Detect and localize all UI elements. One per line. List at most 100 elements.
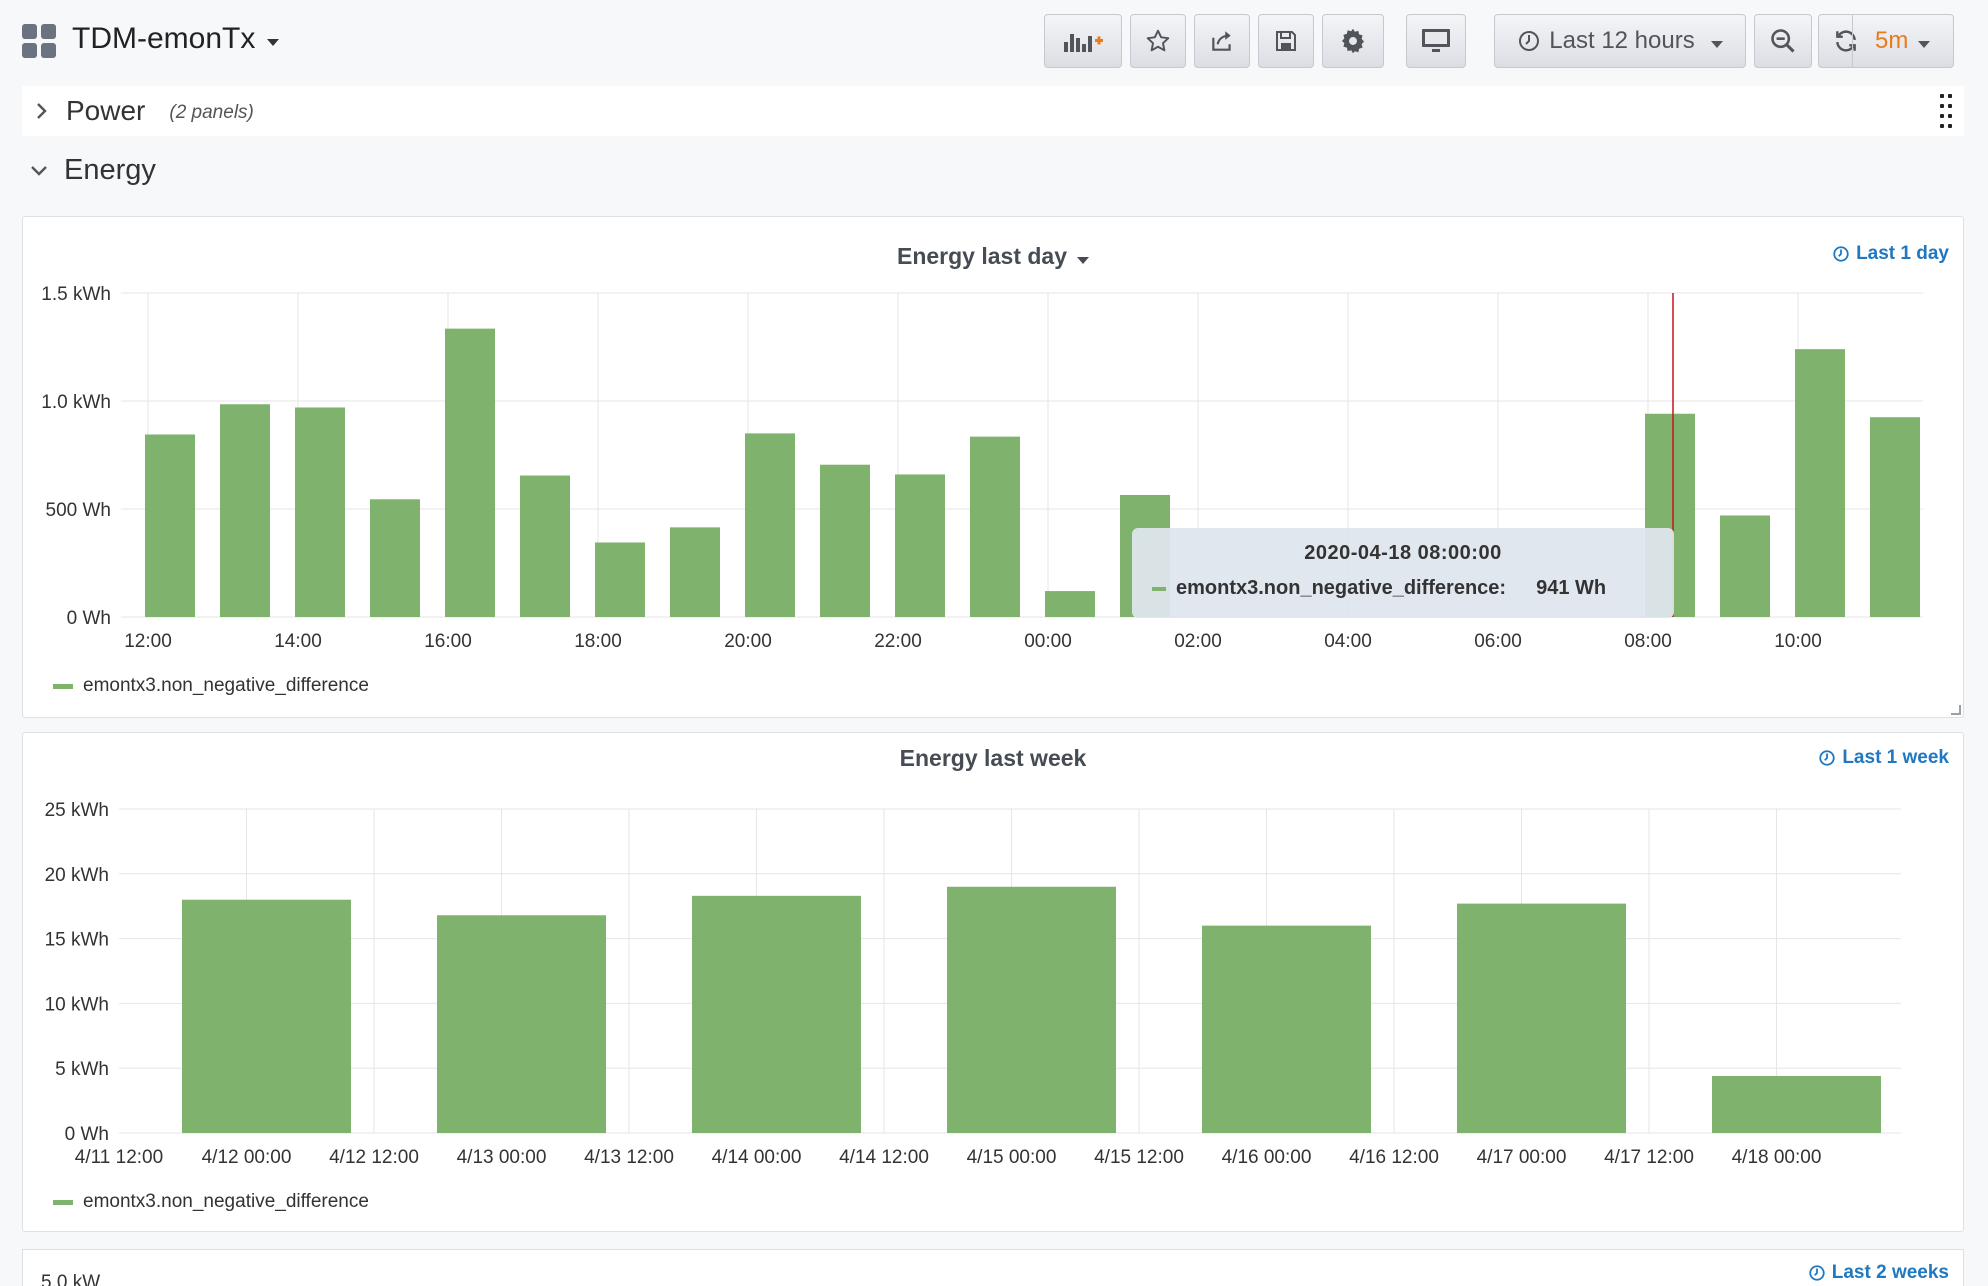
resize-handle[interactable] [1951,705,1961,715]
time-range-picker[interactable]: Last 12 hours [1494,14,1746,68]
chart-bar [520,475,570,617]
y-tick-label: 5.0 kW [41,1272,101,1286]
chart-bar [745,433,795,617]
chart-bar [220,404,270,617]
share-button[interactable] [1194,14,1250,68]
chevron-down-icon [267,38,280,46]
chart-bar [820,464,870,617]
x-tick-label: 08:00 [1624,631,1672,652]
time-range-label: Last 12 hours [1549,27,1695,54]
x-tick-label: 4/11 12:00 [75,1147,163,1168]
y-tick-label: 5 kWh [55,1059,109,1080]
panel-time-info[interactable]: Last 1 week [1818,747,1949,769]
panel-time-info-text: Last 1 day [1856,243,1949,264]
chevron-down-icon [1710,40,1723,48]
settings-button[interactable] [1322,14,1384,68]
legend-label: emontx3.non_negative_difference [83,1191,369,1212]
chevron-right-icon [37,103,47,119]
tooltip-series: emontx3.non_negative_difference: [1176,577,1507,599]
refresh-button[interactable]: 5m [1818,14,1954,68]
y-tick-label: 15 kWh [45,930,109,951]
chart-bar [145,434,195,617]
panel-time-info[interactable]: Last 2 weeks [1808,1262,1949,1284]
chart-bar [1457,903,1626,1133]
chart-bar [445,328,495,617]
chart-energy-last-week[interactable]: 0 Wh 5 kWh 10 kWh 15 kWh 20 kWh 25 kWh 4/11 12… [23,733,1965,1193]
share-icon [1212,31,1231,51]
y-tick-label: 0 Wh [65,1124,109,1145]
legend-swatch [53,683,73,689]
dashboard-title-text: TDM-emonTx [72,22,256,55]
x-tick-label: 4/16 00:00 [1222,1147,1312,1168]
legend-item[interactable]: emontx3.non_negative_difference [53,1191,369,1213]
chevron-down-icon [31,165,47,176]
row-power[interactable]: Power (2 panels) [22,86,1964,136]
dashboard-title[interactable]: TDM-emonTx [72,22,280,56]
x-tick-label: 4/17 12:00 [1604,1147,1694,1168]
chart-bar [895,474,945,617]
chevron-down-icon [1918,40,1931,48]
x-tick-label: 20:00 [724,631,772,652]
panel-time-info[interactable]: Last 1 day [1832,243,1949,265]
drag-handle-icon[interactable] [1940,94,1954,128]
chart-bar [1202,925,1371,1133]
panel-partial: 5.0 kW Last 2 weeks [22,1249,1964,1286]
row-title: Power [66,95,146,126]
zoom-out-icon [1771,29,1795,53]
tooltip-value: 941 Wh [1536,577,1607,599]
y-tick-label: 1.5 kWh [41,284,111,305]
refresh-interval: 5m [1875,27,1909,54]
apps-grid-icon[interactable] [22,24,56,58]
x-tick-label: 4/15 00:00 [967,1147,1057,1168]
x-tick-label: 4/13 12:00 [584,1147,674,1168]
clock-icon [1809,1265,1825,1281]
x-tick-label: 18:00 [574,631,622,652]
panel-time-info-text: Last 2 weeks [1831,1262,1949,1283]
chart-energy-last-day[interactable]: 0 Wh 500 Wh 1.0 kWh 1.5 kWh 12:00 14:00 16:00 1… [23,217,1965,677]
x-tick-label: 16:00 [424,631,472,652]
x-tick-label: 12:00 [124,631,172,652]
clock-icon [1819,750,1835,766]
chart-bar [1712,1075,1881,1133]
x-tick-label: 06:00 [1474,631,1522,652]
legend-item[interactable]: emontx3.non_negative_difference [53,675,369,697]
star-icon [1146,29,1170,52]
panel-title[interactable]: Energy last week [23,745,1963,772]
chart-bar [437,915,606,1133]
save-button[interactable] [1258,14,1314,68]
panel-title-text: Energy last day [896,243,1068,269]
add-panel-button[interactable] [1044,14,1122,68]
zoom-out-button[interactable] [1754,14,1812,68]
x-tick-label: 4/14 00:00 [712,1147,802,1168]
y-tick-label: 500 Wh [46,500,111,521]
refresh-icon [1836,30,1856,52]
chart-bar [947,886,1116,1133]
y-tick-label: 1.0 kWh [41,392,111,413]
monitor-icon [1422,29,1450,52]
panel-title-text: Energy last week [899,745,1087,771]
y-tick-label: 0 Wh [67,608,111,629]
panel-time-info-text: Last 1 week [1842,747,1949,768]
navbar: TDM-emonTx Last 12 hours 5m [0,0,1988,82]
panel-title[interactable]: Energy last day [23,243,1963,270]
row-title: Energy [64,154,156,186]
y-tick-label: 10 kWh [45,994,109,1015]
chart-bar [970,436,1020,617]
row-energy[interactable]: Energy [30,154,156,187]
x-tick-label: 10:00 [1774,631,1822,652]
tv-mode-button[interactable] [1406,14,1466,68]
x-tick-label: 4/18 00:00 [1732,1147,1822,1168]
tooltip-series-row: emontx3.non_negative_difference: 941 Wh [1132,577,1674,600]
tooltip-time: 2020-04-18 08:00:00 [1304,542,1502,564]
button-divider [1852,14,1853,68]
chart-bar [182,899,351,1133]
x-tick-label: 4/12 12:00 [329,1147,419,1168]
gear-icon [1341,28,1365,54]
chart-bar [1870,417,1920,617]
panel-energy-last-week: Energy last week Last 1 week 0 Wh 5 kWh 10… [22,732,1964,1232]
save-icon [1276,31,1296,51]
star-button[interactable] [1130,14,1186,68]
chart-bar [295,407,345,617]
x-tick-label: 4/16 12:00 [1349,1147,1439,1168]
chart-bar [1795,349,1845,617]
